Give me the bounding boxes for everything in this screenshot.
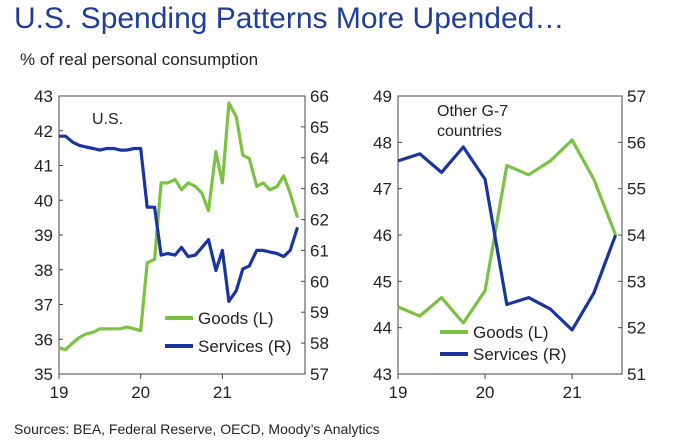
y-left-tick-label: 44 xyxy=(373,319,392,338)
y-right-tick-label: 60 xyxy=(310,272,329,291)
y-right-tick-label: 56 xyxy=(627,133,646,152)
source-note: Sources: BEA, Federal Reserve, OECD, Moo… xyxy=(14,421,380,437)
x-tick-label: 21 xyxy=(563,383,582,402)
y-right-tick-label: 57 xyxy=(627,87,646,106)
chart-panel-2: 43 44 45 46 47 48 49 51 52 53 54 55 56 57 19 20 21 Other … xyxy=(373,87,646,402)
y-right-tick-label: 64 xyxy=(310,149,329,168)
y-right-tick-label: 53 xyxy=(627,272,646,291)
y-right-tick-label: 66 xyxy=(310,87,329,106)
series-line-services xyxy=(397,145,618,332)
series-line-services xyxy=(59,134,300,303)
legend-label: Services (R) xyxy=(198,337,292,356)
y-right-tick-label: 65 xyxy=(310,118,329,137)
chart-subtitle: % of real personal consumption xyxy=(20,50,259,69)
series-line-goods xyxy=(397,138,618,325)
y-right-tick-label: 59 xyxy=(310,303,329,322)
y-left-tick-label: 45 xyxy=(373,272,392,291)
y-left-tick-label: 48 xyxy=(373,133,392,152)
panel-label: Other G-7 countries xyxy=(437,103,508,140)
y-right-tick-label: 51 xyxy=(627,365,646,384)
legend-entry-services: Services (R) xyxy=(440,345,567,364)
y-left-tick-label: 41 xyxy=(34,157,53,176)
y-right-tick-label: 61 xyxy=(310,241,329,260)
y-right-tick-label: 58 xyxy=(310,334,329,353)
y-left-tick-label: 37 xyxy=(34,296,53,315)
y-right-tick-label: 63 xyxy=(310,180,329,199)
y-right-tick-label: 62 xyxy=(310,211,329,230)
y-left-tick-label: 35 xyxy=(34,365,53,384)
y-left-tick-label: 46 xyxy=(373,226,392,245)
y-left-tick-label: 43 xyxy=(373,365,392,384)
x-tick-label: 19 xyxy=(389,383,408,402)
y-left-tick-label: 38 xyxy=(34,261,53,280)
x-tick-label: 20 xyxy=(476,383,495,402)
y-left-tick-label: 36 xyxy=(34,330,53,349)
y-left-tick-label: 39 xyxy=(34,226,53,245)
y-left-tick-label: 49 xyxy=(373,87,392,106)
legend-entry-goods: Goods (L) xyxy=(165,309,274,328)
legend-entry-goods: Goods (L) xyxy=(440,323,549,342)
chart-panel-1: 35 36 37 38 39 40 41 42 43 57 58 59 60 61 62 63 64 65 66 19… xyxy=(34,87,329,402)
y-right-tick-label: 57 xyxy=(310,365,329,384)
y-right-tick-label: 54 xyxy=(627,226,646,245)
y-right-tick-label: 52 xyxy=(627,319,646,338)
y-left-tick-label: 40 xyxy=(34,191,53,210)
series-line-goods xyxy=(58,101,300,352)
legend-label: Goods (L) xyxy=(198,309,274,328)
x-tick-label: 21 xyxy=(213,383,232,402)
y-right-tick-label: 55 xyxy=(627,180,646,199)
legend-label: Goods (L) xyxy=(473,323,549,342)
y-left-tick-label: 47 xyxy=(373,180,392,199)
panel-label: U.S. xyxy=(92,111,123,128)
chart-title: U.S. Spending Patterns More Upended… xyxy=(14,2,565,35)
x-tick-label: 20 xyxy=(131,383,150,402)
y-left-tick-label: 43 xyxy=(34,87,53,106)
y-left-tick-label: 42 xyxy=(34,122,53,141)
x-tick-label: 19 xyxy=(50,383,69,402)
legend-entry-services: Services (R) xyxy=(165,337,292,356)
legend-label: Services (R) xyxy=(473,345,567,364)
